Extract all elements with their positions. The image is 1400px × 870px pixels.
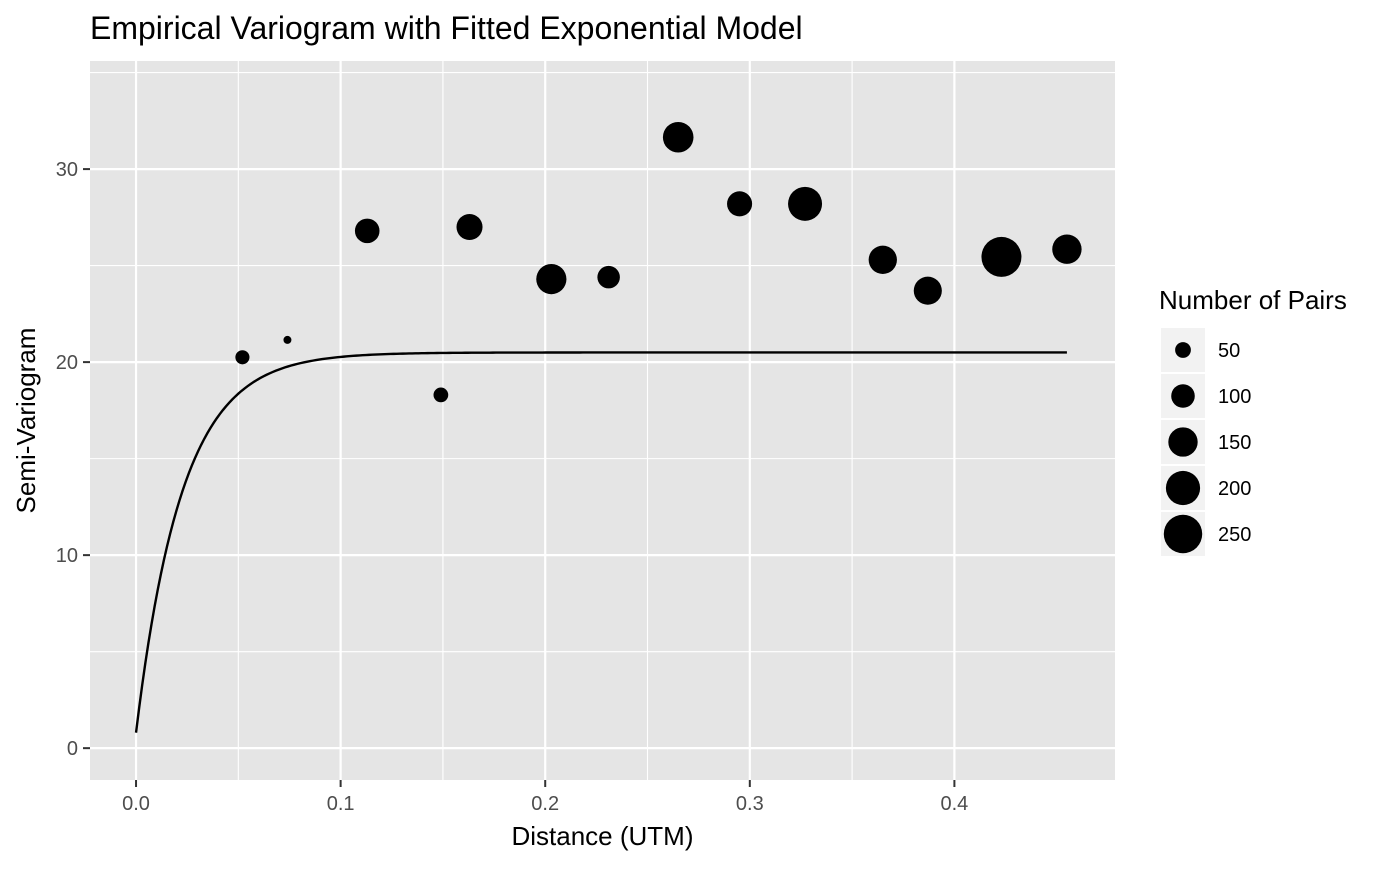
x-tick-label: 0.2 xyxy=(531,793,559,815)
fitted-exponential-curve xyxy=(134,351,1067,733)
data-point xyxy=(354,218,380,244)
fitted-model-layer xyxy=(134,351,1067,733)
legend-key-point xyxy=(1165,470,1201,506)
data-point xyxy=(981,236,1022,277)
legend: Number of Pairs 50 100 150 200 250 xyxy=(1159,285,1347,556)
legend-title: Number of Pairs xyxy=(1159,285,1347,315)
y-tick-label: 10 xyxy=(56,545,78,567)
data-point xyxy=(788,186,823,221)
data-point xyxy=(868,245,897,274)
major-gridlines xyxy=(90,61,1115,780)
data-point xyxy=(283,335,292,344)
data-point xyxy=(235,350,250,365)
y-axis: 0 10 20 30 xyxy=(56,159,90,760)
data-point xyxy=(727,191,753,217)
legend-key-point xyxy=(1168,427,1198,457)
x-tick-label: 0.1 xyxy=(327,793,355,815)
plot-panel xyxy=(90,61,1115,780)
minor-gridlines xyxy=(90,61,1115,780)
y-axis-title: Semi-Variogram xyxy=(11,328,41,514)
data-point xyxy=(1052,234,1082,264)
x-axis-title: Distance (UTM) xyxy=(511,821,693,851)
legend-key-point xyxy=(1171,384,1195,408)
legend-label: 200 xyxy=(1218,478,1251,500)
legend-label: 150 xyxy=(1218,432,1251,454)
legend-key-point xyxy=(1175,342,1191,358)
y-tick-label: 20 xyxy=(56,352,78,374)
x-tick-label: 0.0 xyxy=(122,793,150,815)
empirical-points-layer xyxy=(235,121,1082,403)
data-point xyxy=(433,387,449,403)
legend-items: 50 100 150 200 250 xyxy=(1161,328,1251,556)
data-point xyxy=(456,213,483,241)
x-axis: 0.0 0.1 0.2 0.3 0.4 xyxy=(122,780,968,815)
legend-key-point xyxy=(1163,514,1203,554)
legend-label: 50 xyxy=(1218,340,1240,362)
data-point xyxy=(536,264,567,295)
x-tick-label: 0.3 xyxy=(736,793,764,815)
x-tick-label: 0.4 xyxy=(940,793,968,815)
legend-label: 250 xyxy=(1218,524,1251,546)
y-tick-label: 0 xyxy=(67,738,78,760)
data-point xyxy=(662,121,694,153)
data-point xyxy=(597,265,620,289)
data-point xyxy=(913,276,942,305)
legend-label: 100 xyxy=(1218,386,1251,408)
chart-title: Empirical Variogram with Fitted Exponent… xyxy=(90,10,803,46)
y-tick-label: 30 xyxy=(56,159,78,181)
